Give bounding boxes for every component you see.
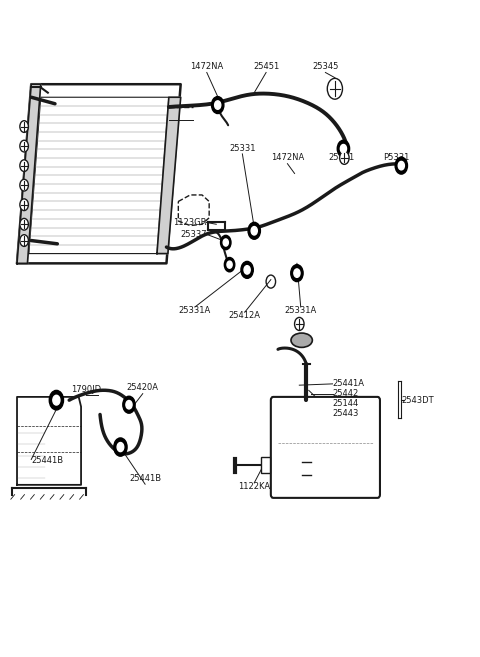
Circle shape [294,269,300,277]
Circle shape [126,401,132,409]
Circle shape [340,145,347,153]
Circle shape [20,218,28,230]
Text: 25144: 25144 [333,399,359,408]
Text: P5331: P5331 [384,153,410,162]
Circle shape [227,261,232,268]
Text: 25411: 25411 [329,153,355,162]
Circle shape [49,390,63,410]
Text: 1122KA: 1122KA [238,482,270,491]
Circle shape [20,121,28,133]
Circle shape [20,160,28,171]
Circle shape [291,265,303,282]
Circle shape [123,396,135,413]
FancyBboxPatch shape [271,397,380,498]
Text: 25331A: 25331A [285,306,317,315]
Circle shape [251,227,257,235]
Circle shape [327,78,342,99]
Circle shape [117,443,124,451]
Text: 25442: 25442 [333,389,359,398]
Text: 25451: 25451 [253,62,279,71]
Circle shape [212,97,224,114]
Circle shape [53,396,60,405]
Text: 1472NA: 1472NA [271,153,304,162]
Text: 25441A: 25441A [333,379,364,388]
Circle shape [114,438,127,456]
Circle shape [248,222,261,239]
Circle shape [398,162,404,170]
Circle shape [20,140,28,152]
Polygon shape [157,97,180,254]
Text: 1472NA: 1472NA [190,62,223,71]
Circle shape [337,140,349,157]
Circle shape [244,265,250,274]
Polygon shape [17,84,41,263]
Circle shape [20,235,28,246]
Text: 1790JD: 1790JD [71,384,101,394]
Ellipse shape [291,333,312,348]
Text: 25345: 25345 [312,62,338,71]
Circle shape [20,199,28,211]
Text: 25443: 25443 [333,409,359,418]
Text: 25441B: 25441B [129,474,161,483]
Circle shape [224,258,235,272]
Bar [261,457,270,473]
Circle shape [215,101,221,109]
Text: 1123GR: 1123GR [173,218,207,227]
Circle shape [223,239,228,246]
Text: 25331: 25331 [229,144,256,152]
Text: 25337: 25337 [180,229,207,238]
Text: 25441B: 25441B [31,455,63,464]
Text: 25412A: 25412A [229,311,261,320]
Text: 25331A: 25331A [179,306,211,315]
Text: 25420A: 25420A [127,383,159,392]
Circle shape [295,317,304,330]
Circle shape [20,179,28,191]
Circle shape [220,235,231,250]
Circle shape [241,261,253,279]
Circle shape [340,151,349,164]
Text: 2543DT: 2543DT [401,396,434,405]
Circle shape [395,157,408,174]
